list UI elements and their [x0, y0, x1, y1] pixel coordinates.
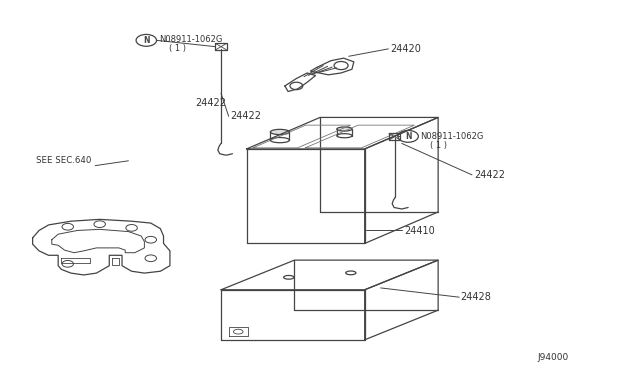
Text: N08911-1062G: N08911-1062G [420, 132, 484, 141]
Text: J94000: J94000 [538, 353, 569, 362]
Text: 24410: 24410 [404, 226, 435, 236]
Text: ( 1 ): ( 1 ) [169, 44, 186, 52]
Text: 24428: 24428 [461, 292, 492, 302]
Text: 24422: 24422 [230, 110, 262, 121]
Text: ( 1 ): ( 1 ) [430, 141, 447, 150]
Ellipse shape [270, 129, 289, 135]
Text: SEE SEC.640: SEE SEC.640 [36, 156, 91, 165]
Text: N08911-1062G: N08911-1062G [159, 35, 223, 44]
Ellipse shape [337, 127, 352, 131]
Text: 24420: 24420 [390, 44, 421, 54]
Text: N: N [405, 132, 412, 141]
Text: 24422: 24422 [474, 170, 506, 180]
Text: N: N [143, 36, 150, 45]
Text: 24422: 24422 [195, 97, 227, 108]
